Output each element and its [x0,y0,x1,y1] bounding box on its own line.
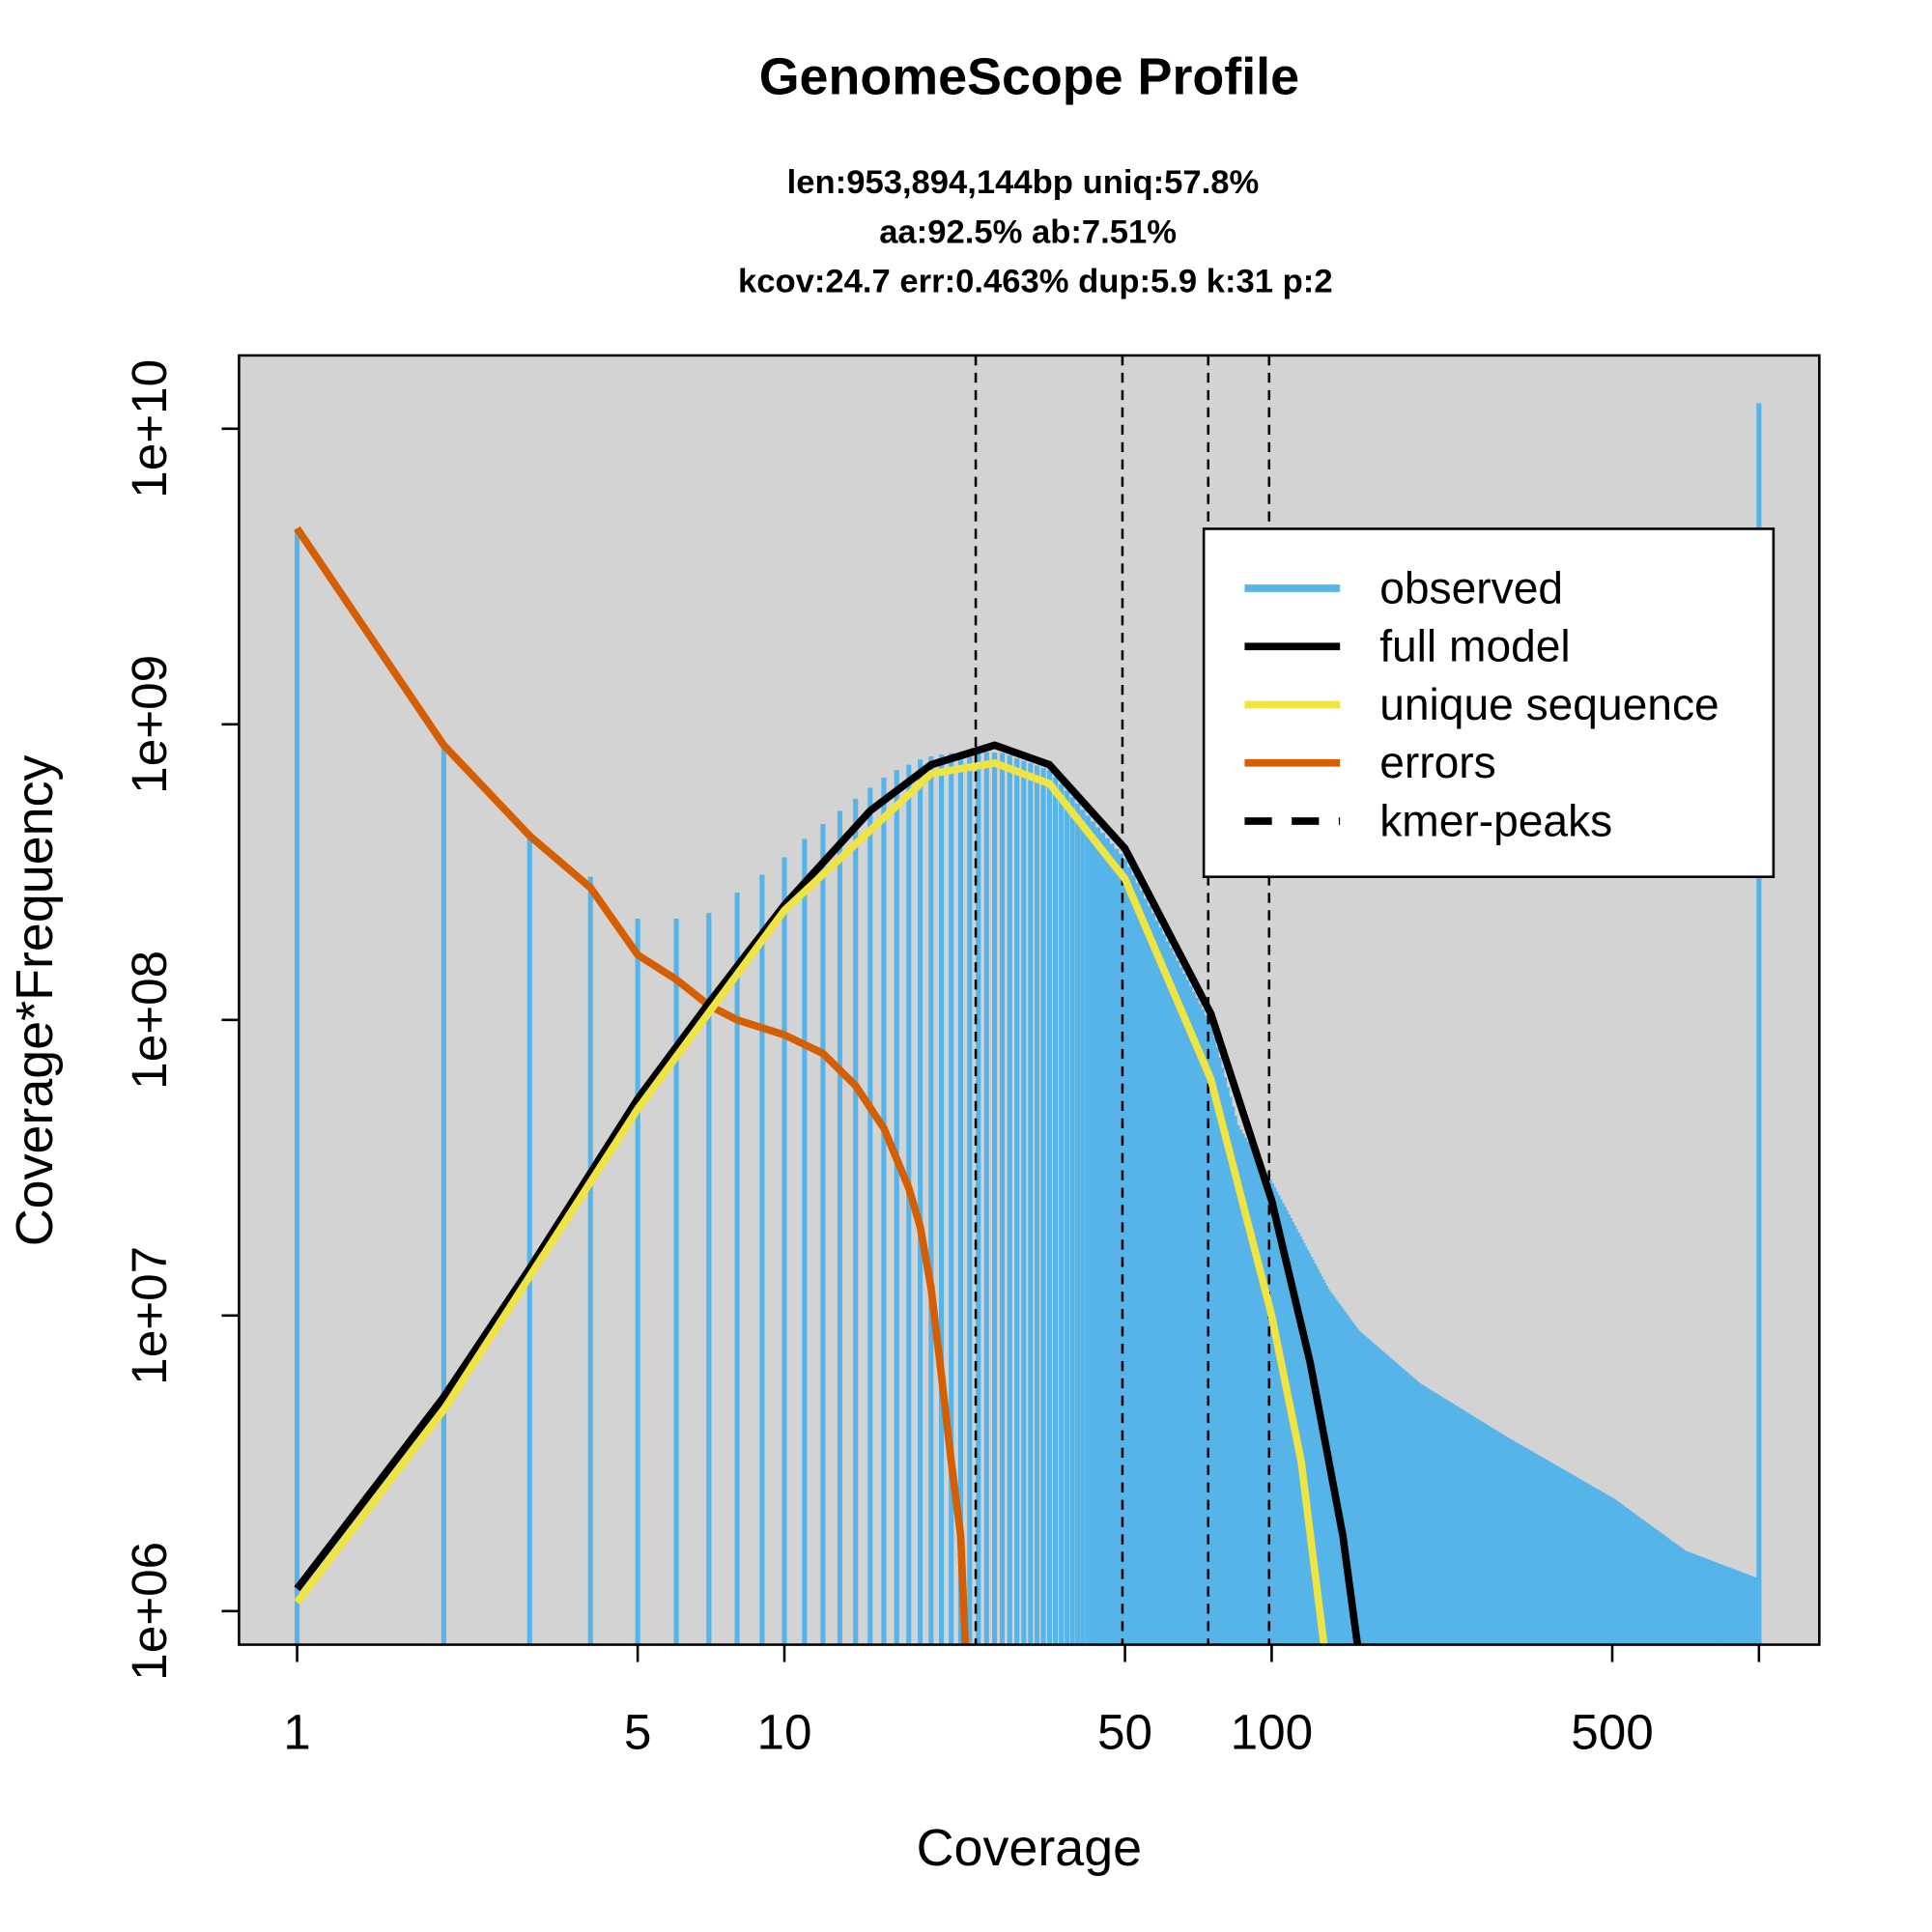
legend-label: full model [1379,621,1570,671]
legend-label: kmer-peaks [1379,795,1612,845]
x-axis-label: Coverage [917,1819,1142,1877]
y-tick-label: 1e+10 [122,359,177,498]
legend-label: errors [1379,737,1496,787]
y-tick-label: 1e+06 [122,1542,177,1681]
y-tick-label: 1e+07 [122,1246,177,1385]
x-tick-label: 500 [1571,1704,1654,1759]
x-tick-label: 5 [624,1704,652,1759]
x-tick-label: 10 [756,1704,811,1759]
y-tick-label: 1e+09 [122,655,177,794]
chart-subtitle-line-1: len:953,894,144bp uniq:57.8% [787,164,1260,201]
errors-line [294,526,970,1645]
legend-label: unique sequence [1379,679,1719,729]
legend: observed full model unique sequence errors k… [1202,527,1776,878]
chart-subtitle-line-3: kcov:24.7 err:0.463% dup:5.9 k:31 p:2 [738,264,1333,300]
chart-title: GenomeScope Profile [759,47,1299,105]
chart-subtitle-line-2: aa:92.5% ab:7.51% [879,213,1177,250]
x-tick-label: 50 [1097,1704,1152,1759]
x-tick-label: 100 [1231,1704,1314,1759]
full-model-line [294,741,1362,1645]
unique-sequence-line [294,759,1328,1645]
y-axis-label: Coverage*Frequency [6,754,64,1246]
y-tick-label: 1e+08 [122,951,177,1090]
legend-label: observed [1379,562,1563,612]
plot-frame [238,354,1821,1646]
x-tick-label: 1 [283,1704,311,1759]
